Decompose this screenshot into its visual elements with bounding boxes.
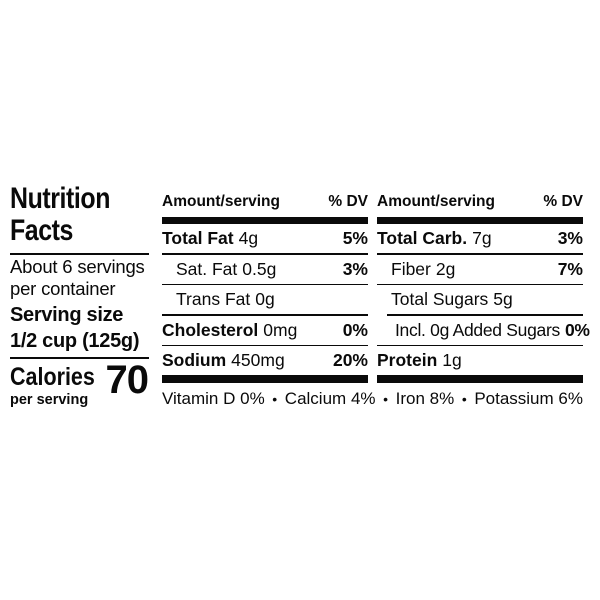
percent-dv-header: % DV [543, 193, 583, 210]
column-header: Amount/serving % DV [377, 190, 583, 217]
nutrient-dv: 0% [564, 319, 590, 340]
micronutrient-iron: Iron 8% [395, 389, 455, 408]
thick-bar [162, 375, 368, 383]
divider [10, 253, 149, 255]
serving-size-value: 1/2 cup (125g) [10, 330, 140, 352]
label-title-line1: Nutrition [10, 182, 110, 215]
label-title: Nutrition Facts [10, 183, 130, 247]
calories-value: 70 [105, 358, 150, 402]
micronutrient-vitamin-d: Vitamin D 0% [162, 389, 265, 408]
row-total-sugars: Total Sugars 5g [377, 285, 583, 314]
divider [162, 283, 368, 285]
amount-serving-header: Amount/serving [377, 193, 495, 210]
nutrient-name: Sat. Fat [176, 258, 238, 279]
nutrient-name: Total Carb. [377, 228, 468, 248]
nutrient-name: Fiber [391, 258, 431, 279]
nutrient-dv: 5% [342, 228, 368, 248]
calories-sublabel: per serving [10, 392, 89, 408]
nutrient-dv: 20% [332, 350, 368, 370]
percent-dv-header: % DV [328, 193, 368, 210]
servings-line1: About 6 servings [10, 256, 145, 277]
divider [10, 357, 149, 359]
divider [162, 314, 368, 316]
nutrient-amount: 450mg [231, 350, 285, 370]
row-added-sugars: Incl. 0g Added Sugars 0% [377, 316, 590, 345]
nutrient-name: Cholesterol [162, 319, 259, 340]
row-trans-fat: Trans Fat 0g [162, 285, 368, 314]
thick-bar [377, 217, 583, 224]
nutrient-amount: 0mg [263, 319, 298, 340]
divider [377, 283, 583, 285]
label-title-line2: Facts [10, 214, 73, 247]
nutrient-column-right: Amount/serving % DV Total Carb. 7g 3% Fib… [377, 190, 590, 383]
divider [387, 314, 583, 316]
nutrient-name: Sodium [162, 350, 227, 370]
divider [377, 344, 583, 346]
divider [162, 344, 368, 346]
micronutrient-calcium: Calcium 4% [284, 389, 376, 408]
nutrient-amount: 0g [255, 289, 275, 309]
bullet-separator: • [272, 391, 278, 407]
row-fiber: Fiber 2g 7% [377, 255, 583, 284]
divider [162, 253, 368, 255]
serving-size-label: Serving size [10, 304, 124, 326]
row-sodium: Sodium 450mg 20% [162, 346, 368, 375]
servings-per-container: About 6 servings per container [10, 256, 145, 300]
nutrient-amount: 7g [472, 228, 492, 248]
nutrient-name: Trans Fat [176, 289, 251, 309]
nutrient-dv: 3% [342, 258, 368, 279]
servings-line2: per container [10, 278, 116, 299]
nutrient-amount: 5g [493, 289, 513, 309]
nutrient-name: Protein [377, 350, 438, 370]
nutrient-amount: 2g [435, 258, 456, 279]
nutrient-name: Total Sugars [391, 289, 489, 309]
bullet-separator: • [383, 391, 389, 407]
amount-serving-header: Amount/serving [162, 193, 280, 210]
row-total-carb: Total Carb. 7g 3% [377, 224, 583, 253]
micronutrients-row: Vitamin D 0% • Calcium 4% • Iron 8% • Po… [162, 389, 583, 409]
nutrient-amount: 0.5g [242, 258, 277, 279]
nutrient-column-left: Amount/serving % DV Total Fat 4g 5% Sat. … [162, 190, 368, 383]
calories-label: Calories [10, 363, 95, 391]
serving-size: Serving size 1/2 cup (125g) [10, 302, 139, 354]
nutrient-dv: 3% [557, 228, 583, 248]
nutrient-dv: 0% [342, 319, 368, 340]
nutrient-amount: 1g [442, 350, 462, 370]
row-cholesterol: Cholesterol 0mg 0% [162, 316, 368, 345]
nutrient-dv: 7% [557, 258, 583, 279]
micronutrient-potassium: Potassium 6% [474, 389, 583, 408]
thick-bar [377, 375, 583, 383]
nutrient-name: Incl. 0g Added Sugars [395, 319, 560, 340]
thick-bar [162, 217, 368, 224]
nutrient-name: Total Fat [162, 228, 234, 248]
bullet-separator: • [461, 391, 467, 407]
row-sat-fat: Sat. Fat 0.5g 3% [162, 255, 368, 284]
divider [377, 253, 583, 255]
nutrient-amount: 4g [238, 228, 259, 248]
column-header: Amount/serving % DV [162, 190, 368, 217]
row-total-fat: Total Fat 4g 5% [162, 224, 368, 253]
row-protein: Protein 1g [377, 346, 583, 375]
